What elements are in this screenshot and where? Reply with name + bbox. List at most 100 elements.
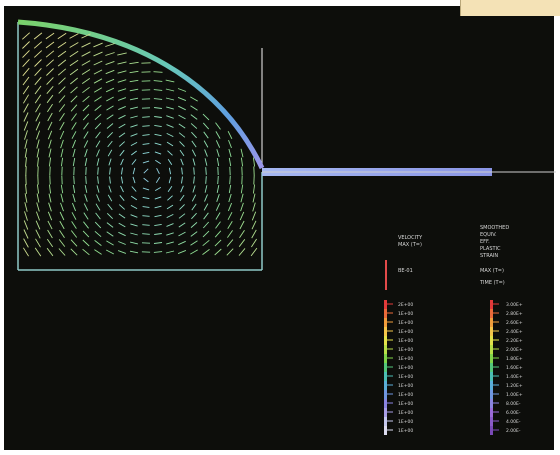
velocity-vector [93,51,103,57]
velocity-vector [238,248,246,256]
velocity-vector [81,60,91,66]
velocity-vector [202,230,210,238]
velocity-vector [168,176,172,184]
velocity-vector [191,131,197,139]
velocity-vector [24,193,28,203]
velocity-vector [22,41,30,49]
strain-legend: SMOOTHED EQUIV. EFF. PLASTIC STRAIN MAX … [479,225,523,435]
velocity-vector [121,167,123,175]
velocity-vector [106,131,114,139]
velocity-vector [179,204,185,210]
velocity-vector [216,194,220,202]
velocity-vector [93,78,103,84]
legend-tick-label: 1.60E+ [506,365,523,371]
velocity-vector [118,105,126,111]
velocity-vector [48,139,52,149]
velocity-vector [117,97,127,101]
velocity-vector [240,148,244,158]
velocity-vector [155,159,161,165]
velocity-vector [69,68,79,76]
velocity-vector [48,148,52,158]
velocity-vector [107,149,113,157]
velocity-vector [214,230,222,238]
velocity-vector [60,157,64,167]
legend-tick-label: 2.00E- [506,428,521,434]
velocity-vector [84,185,88,193]
velocity-vector [203,203,209,211]
velocity-vector [23,112,29,122]
color-bar-segment [490,336,493,345]
velocity-vector [228,148,232,158]
velocity-vector [250,247,258,257]
velocity-vector [36,139,40,149]
velocity-vector [35,130,41,140]
velocity-vector [71,139,77,149]
velocity-vector [192,185,196,193]
velocity-vector [180,185,184,193]
legend-tick-label: 2E+00 [398,302,413,308]
velocity-vector [81,78,91,84]
legend-tick-label: 1E+00 [398,320,413,326]
velocity-vector [24,211,28,221]
velocity-vector [178,114,186,120]
velocity-vector [24,130,28,140]
velocity-vector [154,187,162,191]
velocity-vector [97,176,99,184]
velocity-vector [142,224,150,226]
velocity-vector [178,105,186,111]
velocity-vector [153,89,163,91]
velocity-vector [217,175,219,185]
corner-tab [460,0,560,16]
velocity-vector [118,222,126,228]
velocity-vector [107,140,113,148]
velocity-vector [46,94,54,104]
velocity-vector [190,222,198,228]
velocity-vector [22,32,30,40]
velocity-vector [204,185,208,193]
velocity-vector [119,141,125,147]
velocity-vector [60,139,64,149]
velocity-vector [60,184,64,194]
velocity-vector [190,96,198,102]
velocity-vector [34,67,42,77]
velocity-vector [251,229,257,239]
legend-tick-label: 1E+00 [398,329,413,335]
velocity-vector [178,231,186,237]
velocity-vector [129,79,139,83]
legend-tick-label: 2.40E+ [506,329,523,335]
velocity-vector [34,76,42,86]
velocity-vector [239,220,245,230]
velocity-vector [226,248,234,256]
velocity-vector [166,106,174,110]
velocity-vector [70,230,78,238]
velocity-vector [251,238,257,248]
domain-boundary [17,22,263,271]
velocity-vector [94,221,102,229]
velocity-vector [190,123,198,129]
velocity-vector [165,97,175,101]
velocity-vector [154,196,162,200]
velocity-vector [117,70,127,74]
velocity-vector [192,158,196,166]
velocity-vector [109,176,111,184]
velocity-vector [142,160,150,164]
velocity-vector [22,67,30,77]
velocity-vector [117,79,127,83]
velocity-vector [23,229,29,239]
velocity-vector [59,230,65,238]
velocity-vector [117,61,127,65]
velocity-vector [166,213,174,219]
velocity-vector [131,159,137,165]
velocity-vector [34,247,42,257]
velocity-vector [105,43,115,47]
color-bar-segment [490,372,493,381]
velocity-vector [71,212,77,220]
velocity-vector [166,124,174,128]
velocity-vector [81,69,91,75]
velocity-vector [215,203,221,211]
velocity-vector [72,148,76,158]
color-bar-segment [384,417,387,426]
velocity-vector [129,241,139,245]
velocity-vector [215,221,221,229]
velocity-vector [177,249,187,255]
